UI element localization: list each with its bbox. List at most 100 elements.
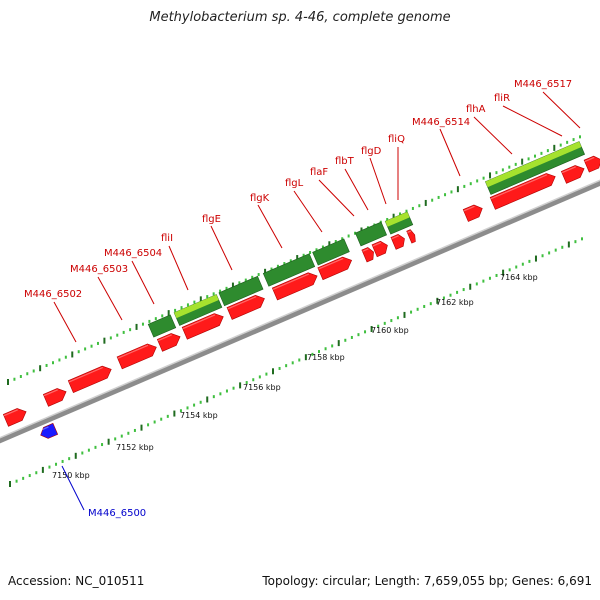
operon-block-2-shape [218, 275, 264, 307]
forward-gene-4 [156, 333, 181, 352]
leader-line-flgK [257, 204, 283, 249]
forward-gene-10-shine [372, 242, 382, 247]
forward-gene-2-shine [68, 366, 104, 383]
forward-gene-15-shape [560, 165, 585, 184]
scale-label-4: 7158 kbp [307, 353, 345, 362]
gene-label-M446_6503: M446_6503 [70, 264, 128, 275]
leader-line-M446_6500 [61, 465, 85, 511]
operon-block-4-shape [312, 238, 350, 266]
forward-gene-1-shine [43, 389, 58, 397]
backbone-line [0, 180, 600, 444]
backbone-highlight [0, 179, 600, 439]
leader-line-fliI [168, 245, 189, 291]
forward-gene-6-shine [227, 296, 257, 310]
operon-block-5 [354, 221, 388, 247]
genome-summary-text: Topology: circular; Length: 7,659,055 bp… [262, 574, 592, 588]
forward-gene-12 [406, 229, 416, 244]
gene-label-flgK: flgK [250, 193, 270, 204]
leader-line-M446_6502 [53, 301, 77, 343]
forward-gene-13 [462, 204, 483, 222]
leader-line-flgD [369, 157, 387, 205]
operon-block-3-shape [262, 253, 316, 287]
forward-gene-0-shape [2, 408, 27, 427]
operon-block-1 [173, 294, 223, 326]
scale-label-3: 7156 kbp [243, 383, 281, 392]
gene-label-flaF: flaF [310, 167, 328, 178]
scale-label-5: 7160 kbp [371, 326, 409, 335]
forward-gene-11-shine [391, 235, 399, 240]
forward-gene-6 [226, 294, 265, 320]
forward-gene-0-shine [3, 409, 18, 417]
gene-label-fliR: fliR [494, 93, 510, 104]
gene-label-flbT: flbT [335, 156, 355, 167]
forward-gene-5-shine [182, 314, 216, 330]
operon-block-3 [262, 253, 316, 287]
gene-label-fliQ: fliQ [388, 134, 405, 145]
leader-line-M446_6504 [131, 260, 155, 305]
forward-gene-6-shape [226, 294, 265, 320]
forward-gene-16-shine [584, 156, 595, 163]
operon-block-6-light [385, 211, 410, 227]
forward-gene-10-shape [371, 240, 388, 258]
leader-line-flaF [318, 179, 355, 217]
forward-gene-0 [2, 408, 27, 427]
forward-gene-9-shine [362, 248, 369, 252]
gene-label-M446_6514: M446_6514 [412, 117, 470, 128]
forward-gene-7 [271, 272, 318, 301]
leader-line-M446_6503 [97, 276, 123, 321]
forward-gene-15 [560, 165, 585, 184]
leader-line-flbT [344, 168, 369, 211]
operon-block-0 [147, 314, 177, 338]
forward-gene-16 [583, 155, 600, 173]
forward-gene-2-shape [67, 365, 112, 394]
gene-label-M446_6517: M446_6517 [514, 79, 572, 90]
forward-gene-8 [317, 256, 353, 281]
reverse-gene-M446_6500-shine [38, 426, 49, 432]
gene-label-fliI: fliI [161, 233, 173, 244]
gene-label-M446_6502: M446_6502 [24, 289, 82, 300]
forward-gene-11 [390, 233, 405, 250]
forward-gene-5 [181, 313, 224, 340]
leader-line-flgL [293, 190, 323, 233]
leader-line-flhA [473, 116, 513, 155]
forward-gene-2 [67, 365, 112, 394]
forward-gene-1-shape [42, 388, 67, 407]
gene-label-flgD: flgD [361, 146, 382, 157]
forward-gene-1 [42, 388, 67, 407]
forward-gene-15-shine [561, 166, 576, 174]
forward-gene-14-shape [489, 173, 556, 210]
map-title: Methylobacterium sp. 4-46, complete geno… [149, 10, 451, 25]
forward-gene-3 [116, 343, 157, 370]
forward-gene-3-shine [117, 344, 149, 359]
forward-gene-4-shine [157, 334, 172, 342]
leader-line-flgE [210, 225, 233, 271]
operon-block-5-shape [354, 221, 388, 247]
scale-label-1: 7152 kbp [116, 443, 154, 452]
operon-block-1-light [174, 294, 219, 319]
operon-block-7-light [485, 141, 582, 188]
forward-gene-12-shine [407, 230, 412, 234]
forward-gene-12-shape [406, 229, 416, 244]
operon-block-2 [218, 275, 264, 307]
accession-text: Accession: NC_010511 [8, 574, 145, 588]
forward-gene-8-shine [318, 257, 344, 270]
forward-gene-13-shape [462, 204, 483, 222]
scale-label-2: 7154 kbp [180, 411, 218, 420]
reverse-gene-M446_6500 [38, 422, 59, 439]
scale-label-7: 7164 kbp [500, 273, 538, 282]
gene-label-M446_6504: M446_6504 [104, 248, 162, 259]
forward-gene-8-shape [317, 256, 353, 281]
scale-label-6: 7162 kbp [436, 298, 474, 307]
gene-label-M446_6500: M446_6500 [88, 508, 146, 519]
forward-gene-9-shape [361, 247, 374, 263]
gene-label-flgE: flgE [202, 214, 221, 225]
forward-gene-14-shine [490, 174, 548, 200]
gene-label-flgL: flgL [285, 178, 304, 189]
gene-label-flhA: flhA [466, 104, 486, 115]
reverse-gene-M446_6500-shape [40, 422, 59, 439]
leader-line-fliR [502, 105, 563, 137]
operon-block-4 [312, 238, 350, 266]
forward-gene-7-shape [271, 272, 318, 301]
operon-block-0-shape [147, 314, 177, 338]
